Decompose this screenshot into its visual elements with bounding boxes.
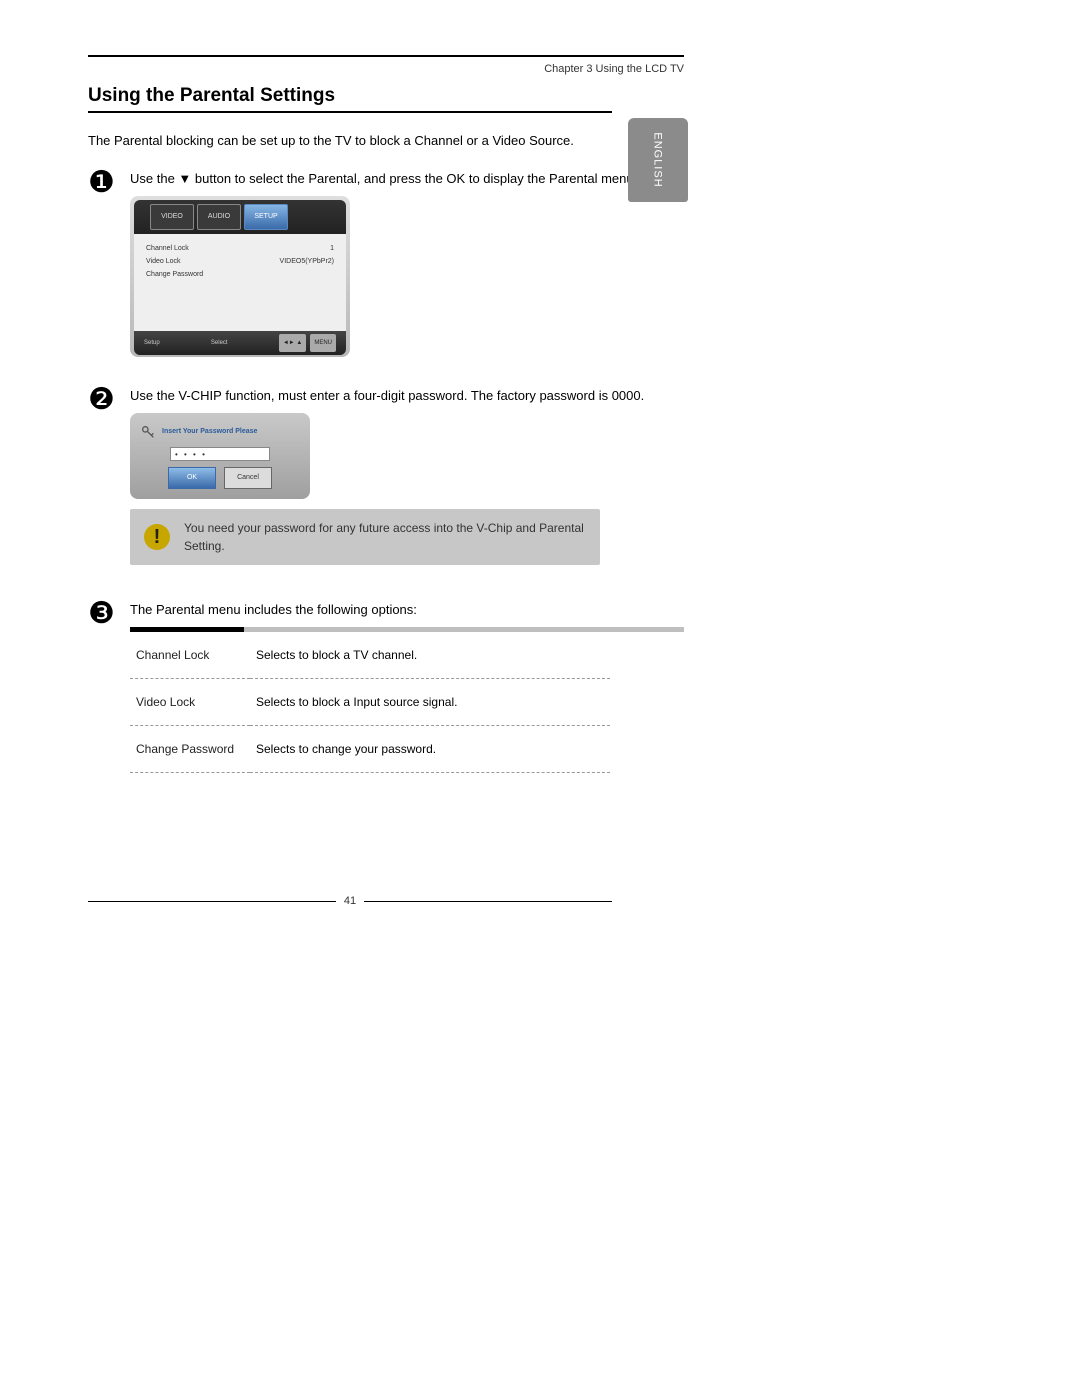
top-rule [88, 55, 684, 57]
password-input: • • • • [170, 447, 270, 461]
step-2-body: Use the V-CHIP function, must enter a fo… [130, 387, 684, 589]
tv-tab-video: VIDEO [150, 204, 194, 230]
title-rule [88, 111, 612, 113]
password-prompt: Insert Your Password Please [162, 423, 257, 441]
step-3-number: ❸ [88, 601, 130, 773]
options-table: Channel Lock Selects to block a TV chann… [130, 627, 684, 773]
tv-footer: Setup Select ◄► ▲ MENU [134, 331, 346, 355]
language-tab: ENGLISH [628, 118, 688, 202]
page-content: Chapter 3 Using the LCD TV Using the Par… [88, 55, 684, 785]
step-2-text: Use the V-CHIP function, must enter a fo… [130, 388, 644, 403]
step-1-text: Use the ▼ button to select the Parental,… [130, 171, 637, 186]
tv-body: Channel Lock1 Video LockVIDEO5(YPbPr2) C… [134, 234, 346, 331]
step-1-body: Use the ▼ button to select the Parental,… [130, 170, 684, 375]
page-footer: 41 [88, 895, 612, 907]
step-1: ❶ Use the ▼ button to select the Parenta… [88, 170, 684, 375]
intro-text: The Parental blocking can be set up to t… [88, 133, 684, 148]
tv-tab-setup: SETUP [244, 204, 288, 230]
password-ok-button: OK [168, 467, 216, 489]
page-title: Using the Parental Settings [88, 85, 684, 107]
key-icon [140, 424, 156, 440]
note-callout: ! You need your password for any future … [130, 509, 600, 565]
step-3-text: The Parental menu includes the following… [130, 602, 417, 617]
tv-menu-screenshot: VIDEO AUDIO SETUP Channel Lock1 Video Lo… [130, 196, 350, 357]
note-text: You need your password for any future ac… [184, 519, 586, 555]
table-row: Change Password Selects to change your p… [130, 726, 610, 773]
step-1-number: ❶ [88, 170, 130, 375]
page-number: 41 [336, 895, 364, 907]
table-row: Video Lock Selects to block a Input sour… [130, 679, 610, 726]
tv-tab-audio: AUDIO [197, 204, 241, 230]
password-dialog: Insert Your Password Please • • • • OK C… [130, 413, 310, 499]
step-3-body: The Parental menu includes the following… [130, 601, 684, 773]
step-2-number: ❷ [88, 387, 130, 589]
chapter-label: Chapter 3 Using the LCD TV [88, 63, 684, 75]
password-cancel-button: Cancel [224, 467, 272, 489]
tv-tabs: VIDEO AUDIO SETUP [134, 200, 346, 234]
step-2: ❷ Use the V-CHIP function, must enter a … [88, 387, 684, 589]
table-row: Channel Lock Selects to block a TV chann… [130, 632, 610, 679]
step-3: ❸ The Parental menu includes the followi… [88, 601, 684, 773]
warning-icon: ! [144, 524, 170, 550]
